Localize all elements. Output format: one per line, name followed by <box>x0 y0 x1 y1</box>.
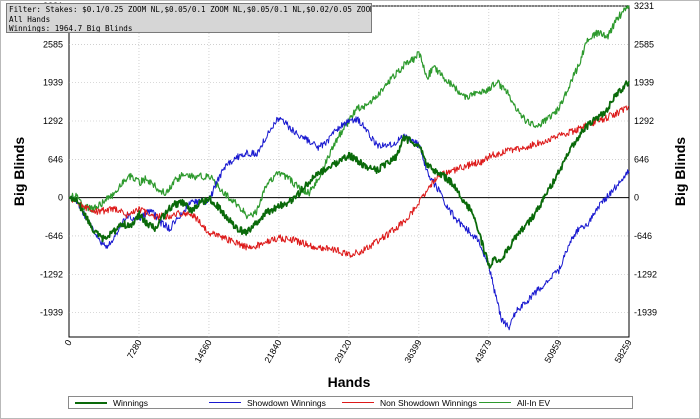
x-axis-title: Hands <box>328 374 371 390</box>
legend-label: All-In EV <box>517 397 551 408</box>
y-axis-title-right: Big Blinds <box>672 137 688 206</box>
legend-item-showdown-winnings: Showdown Winnings <box>209 397 326 408</box>
y-tick-label-left: 2585 <box>43 39 63 49</box>
filter-info-box: Filter: Stakes: $0.1/0.25 ZOOM NL,$0.05/… <box>6 3 372 33</box>
y-tick-label-left: 646 <box>48 154 63 164</box>
y-tick-label-right: 2585 <box>634 39 654 49</box>
y-tick-label-left: 0 <box>58 193 63 203</box>
legend-item-all-in-ev: All-In EV <box>479 397 550 408</box>
y-tick-label-right: -1939 <box>634 308 657 318</box>
y-tick-label-right: 646 <box>634 154 649 164</box>
y-tick-label-right: 1939 <box>634 78 654 88</box>
legend-swatch <box>75 401 107 404</box>
x-tick-label: 7280 <box>125 338 144 360</box>
legend-swatch <box>479 402 511 403</box>
legend-swatch <box>342 402 374 403</box>
x-tick-label: 58259 <box>613 338 634 365</box>
y-tick-label-right: 0 <box>634 193 639 203</box>
legend-label: Showdown Winnings <box>247 397 326 408</box>
y-tick-label-right: -646 <box>634 231 652 241</box>
filter-text: Filter: Stakes: $0.1/0.25 ZOOM NL,$0.05/… <box>9 5 372 14</box>
chart-legend: Winnings Showdown Winnings Non Showdown … <box>68 396 633 409</box>
y-tick-label-left: -1939 <box>40 308 63 318</box>
y-tick-label-right: -1292 <box>634 269 657 279</box>
winnings-summary-text: Winnings: 1964.7 Big Blinds <box>9 24 133 33</box>
series-line-non-showdown-winnings <box>68 105 630 258</box>
y-tick-label-left: 1939 <box>43 78 63 88</box>
y-tick-label-left: -646 <box>45 231 63 241</box>
x-tick-label: 36399 <box>402 338 423 365</box>
legend-label: Non Showdown Winnings <box>380 397 477 408</box>
legend-label: Winnings <box>113 397 148 408</box>
legend-swatch <box>209 402 241 403</box>
x-tick-label: 29120 <box>332 338 353 365</box>
hand-filter-text: All Hands <box>9 14 51 24</box>
y-axis-title-left: Big Blinds <box>11 137 27 206</box>
series-lines <box>68 4 630 331</box>
x-tick-label: 14560 <box>193 338 214 365</box>
y-tick-label-right: 1292 <box>634 116 654 126</box>
x-tick-label: 21840 <box>262 338 283 365</box>
legend-item-winnings: Winnings <box>75 397 148 408</box>
series-line-winnings <box>68 80 630 269</box>
series-line-showdown-winnings <box>68 116 630 331</box>
x-tick-label: 43679 <box>472 338 493 365</box>
y-tick-label-left: 1292 <box>43 116 63 126</box>
legend-item-non-showdown-winnings: Non Showdown Winnings <box>342 397 477 408</box>
x-tick-label: 0 <box>63 338 74 347</box>
y-tick-label-left: -1292 <box>40 269 63 279</box>
y-tick-label-right: 3231 <box>634 1 654 11</box>
x-tick-label: 50959 <box>542 338 563 365</box>
